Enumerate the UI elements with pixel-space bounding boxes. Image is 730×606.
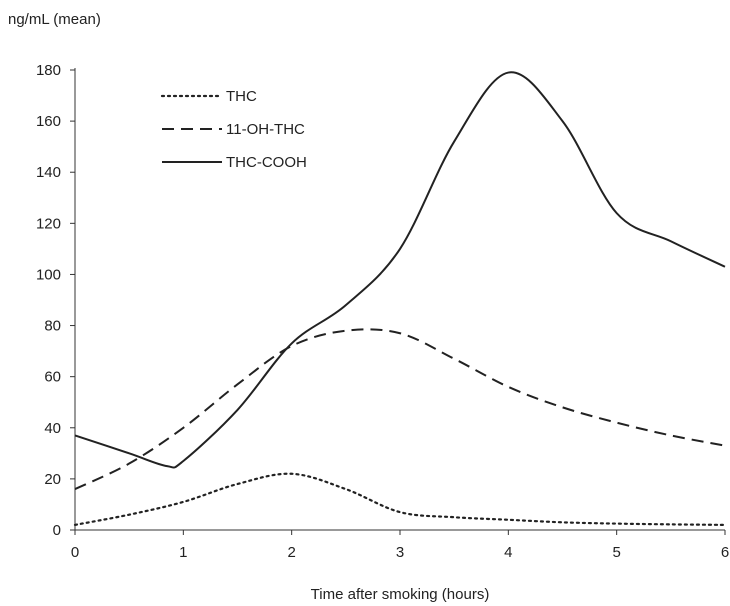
series-line-thc [73, 472, 727, 526]
y-tick-label: 100 [36, 266, 61, 283]
x-tick-label: 1 [179, 544, 187, 561]
y-tick-label: 0 [53, 522, 61, 539]
x-tick-label: 3 [396, 544, 404, 561]
y-axis-label: ng/mL (mean) [8, 11, 101, 28]
y-tick-label: 40 [44, 420, 61, 437]
y-tick-label: 180 [36, 62, 61, 79]
legend-label: 11-OH-THC [226, 121, 305, 138]
series-line-11-oh-thc [74, 328, 726, 491]
y-axis: 0 20 40 60 80 100 120 140 160 180 [36, 62, 75, 539]
series-line-thc-cooh [74, 71, 726, 469]
x-axis: 0 1 2 3 4 5 6 [71, 530, 729, 561]
x-tick-label: 5 [612, 544, 620, 561]
plot-area [74, 68, 725, 531]
legend-label: THC-COOH [226, 154, 307, 171]
y-tick-label: 20 [44, 471, 61, 488]
y-tick-label: 60 [44, 369, 61, 386]
y-tick-label: 160 [36, 113, 61, 130]
x-tick-label: 6 [721, 544, 729, 561]
legend: THC 11-OH-THC THC-COOH [160, 88, 307, 171]
x-axis-label: Time after smoking (hours) [311, 586, 490, 603]
x-tick-label: 4 [504, 544, 512, 561]
series-layer [73, 71, 727, 526]
y-tick-label: 140 [36, 164, 61, 181]
y-tick-label: 80 [44, 318, 61, 335]
x-tick-label: 0 [71, 544, 79, 561]
legend-label: THC [226, 88, 257, 105]
x-tick-label: 2 [287, 544, 295, 561]
y-tick-label: 120 [36, 215, 61, 232]
